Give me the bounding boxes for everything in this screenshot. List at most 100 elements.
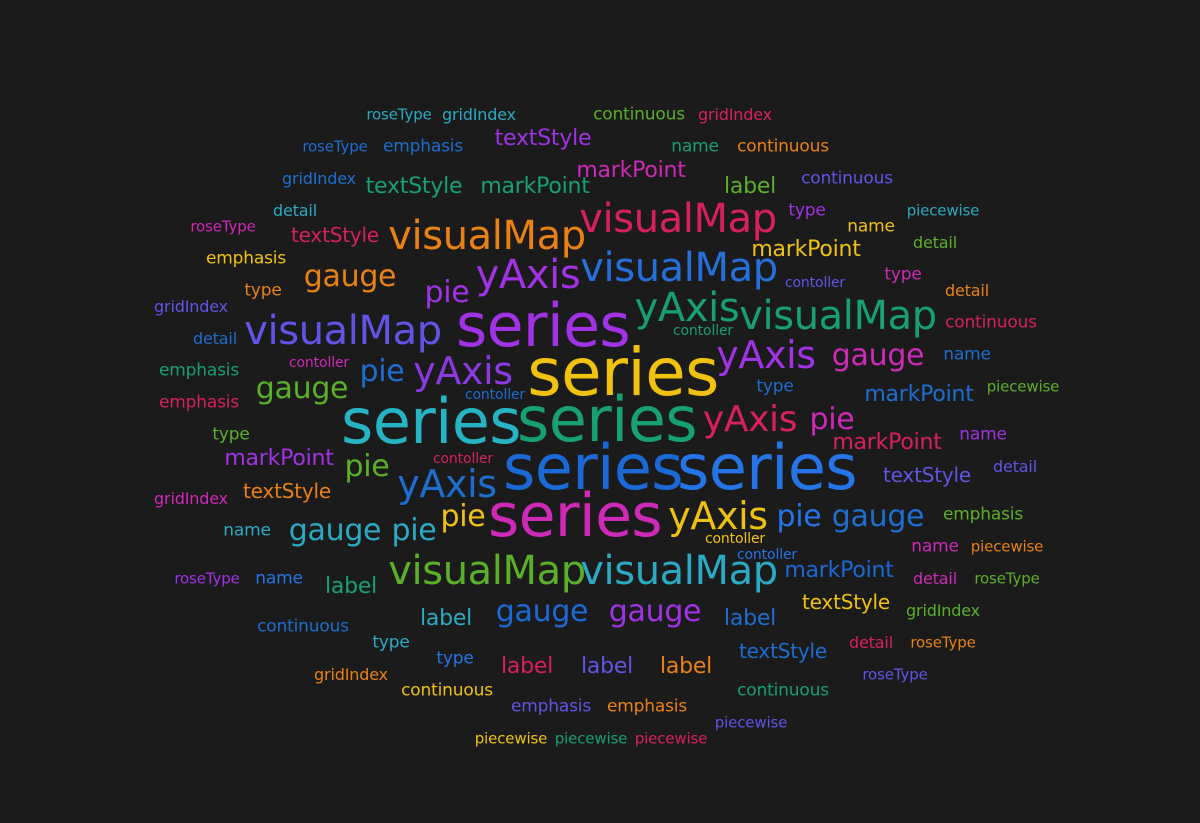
word-emphasis-69: emphasis bbox=[606, 696, 688, 717]
word-gridindex-97: gridIndex bbox=[314, 665, 388, 684]
word-contoller-118: contoller bbox=[736, 547, 798, 563]
word-rosetype-102: roseType bbox=[974, 569, 1040, 588]
word-yaxis-14: yAxis bbox=[475, 252, 581, 298]
word-yaxis-20: yAxis bbox=[668, 494, 768, 538]
word-pie-28: pie bbox=[424, 275, 470, 310]
word-label-53: label bbox=[500, 654, 554, 679]
word-type-77: type bbox=[788, 200, 826, 221]
word-continuous-59: continuous bbox=[945, 312, 1037, 333]
word-gauge-25: gauge bbox=[495, 594, 589, 629]
word-continuous-61: continuous bbox=[401, 680, 493, 701]
word-name-71: name bbox=[847, 216, 895, 237]
word-gridindex-91: gridIndex bbox=[442, 105, 516, 124]
word-textstyle-44: textStyle bbox=[291, 223, 379, 247]
word-type-83: type bbox=[436, 648, 474, 669]
word-contoller-117: contoller bbox=[704, 531, 766, 547]
word-gauge-26: gauge bbox=[608, 594, 702, 629]
word-detail-84: detail bbox=[272, 201, 318, 220]
word-label-49: label bbox=[723, 174, 777, 199]
word-detail-88: detail bbox=[992, 457, 1038, 476]
word-textstyle-48: textStyle bbox=[739, 639, 827, 663]
word-detail-90: detail bbox=[848, 633, 894, 652]
word-piecewise-108: piecewise bbox=[714, 713, 788, 732]
word-textstyle-46: textStyle bbox=[243, 479, 331, 503]
word-gridindex-96: gridIndex bbox=[906, 601, 980, 620]
word-name-70: name bbox=[671, 136, 719, 157]
word-gauge-21: gauge bbox=[303, 259, 397, 294]
word-continuous-60: continuous bbox=[257, 616, 349, 637]
word-visualmap-12: visualMap bbox=[388, 548, 586, 594]
word-textstyle-43: textStyle bbox=[365, 174, 463, 199]
word-series-4: series bbox=[677, 431, 858, 504]
word-rosetype-101: roseType bbox=[174, 569, 240, 588]
word-gauge-23: gauge bbox=[255, 371, 349, 406]
word-visualmap-13: visualMap bbox=[580, 548, 778, 594]
word-series-3: series bbox=[503, 431, 684, 504]
word-gridindex-93: gridIndex bbox=[282, 169, 356, 188]
word-type-78: type bbox=[884, 264, 922, 285]
word-pie-33: pie bbox=[391, 513, 437, 548]
word-series-2: series bbox=[517, 383, 698, 456]
word-rosetype-98: roseType bbox=[366, 105, 432, 124]
word-markpoint-39: markPoint bbox=[832, 430, 942, 455]
word-piecewise-109: piecewise bbox=[474, 729, 548, 748]
word-textstyle-42: textStyle bbox=[494, 126, 592, 151]
word-piecewise-106: piecewise bbox=[986, 377, 1060, 396]
word-type-81: type bbox=[212, 424, 250, 445]
word-label-54: label bbox=[580, 654, 634, 679]
word-rosetype-100: roseType bbox=[190, 217, 256, 236]
word-type-79: type bbox=[244, 280, 282, 301]
word-markpoint-40: markPoint bbox=[224, 446, 334, 471]
word-type-80: type bbox=[756, 376, 794, 397]
word-markpoint-41: markPoint bbox=[784, 558, 894, 583]
word-pie-29: pie bbox=[359, 354, 405, 389]
word-name-74: name bbox=[223, 520, 271, 541]
word-gridindex-95: gridIndex bbox=[154, 489, 228, 508]
word-gauge-27: gauge bbox=[831, 499, 925, 534]
word-piecewise-110: piecewise bbox=[554, 729, 628, 748]
word-series-0: series bbox=[527, 334, 719, 411]
word-rosetype-99: roseType bbox=[302, 137, 368, 156]
word-emphasis-67: emphasis bbox=[942, 504, 1024, 525]
word-label-55: label bbox=[659, 654, 713, 679]
word-markpoint-35: markPoint bbox=[576, 158, 686, 183]
word-detail-89: detail bbox=[912, 569, 958, 588]
word-visualmap-8: visualMap bbox=[579, 196, 777, 242]
word-name-75: name bbox=[911, 536, 959, 557]
word-yaxis-15: yAxis bbox=[634, 285, 740, 331]
word-continuous-57: continuous bbox=[737, 136, 829, 157]
word-visualmap-11: visualMap bbox=[739, 293, 937, 339]
word-visualmap-10: visualMap bbox=[244, 308, 442, 354]
word-emphasis-63: emphasis bbox=[382, 136, 464, 157]
word-rosetype-104: roseType bbox=[862, 665, 928, 684]
word-pie-32: pie bbox=[440, 499, 486, 534]
word-type-82: type bbox=[372, 632, 410, 653]
word-pie-34: pie bbox=[776, 499, 822, 534]
word-name-76: name bbox=[255, 568, 303, 589]
word-gridindex-94: gridIndex bbox=[154, 297, 228, 316]
word-label-51: label bbox=[419, 606, 473, 631]
word-yaxis-16: yAxis bbox=[413, 349, 513, 393]
word-contoller-113: contoller bbox=[672, 323, 734, 339]
word-visualmap-7: visualMap bbox=[388, 213, 586, 259]
word-detail-86: detail bbox=[944, 281, 990, 300]
word-piecewise-107: piecewise bbox=[970, 537, 1044, 556]
word-pie-30: pie bbox=[809, 402, 855, 437]
word-textstyle-45: textStyle bbox=[883, 463, 971, 487]
word-markpoint-36: markPoint bbox=[480, 174, 590, 199]
word-label-52: label bbox=[723, 606, 777, 631]
word-continuous-62: continuous bbox=[737, 680, 829, 701]
word-contoller-112: contoller bbox=[784, 275, 846, 291]
word-textstyle-47: textStyle bbox=[802, 590, 890, 614]
word-continuous-58: continuous bbox=[801, 168, 893, 189]
word-rosetype-103: roseType bbox=[910, 633, 976, 652]
word-contoller-114: contoller bbox=[288, 355, 350, 371]
word-yaxis-19: yAxis bbox=[397, 462, 497, 506]
word-gauge-22: gauge bbox=[831, 338, 925, 373]
word-series-1: series bbox=[341, 385, 522, 458]
word-yaxis-18: yAxis bbox=[702, 399, 798, 440]
word-visualmap-9: visualMap bbox=[580, 245, 778, 291]
word-piecewise-111: piecewise bbox=[634, 729, 708, 748]
